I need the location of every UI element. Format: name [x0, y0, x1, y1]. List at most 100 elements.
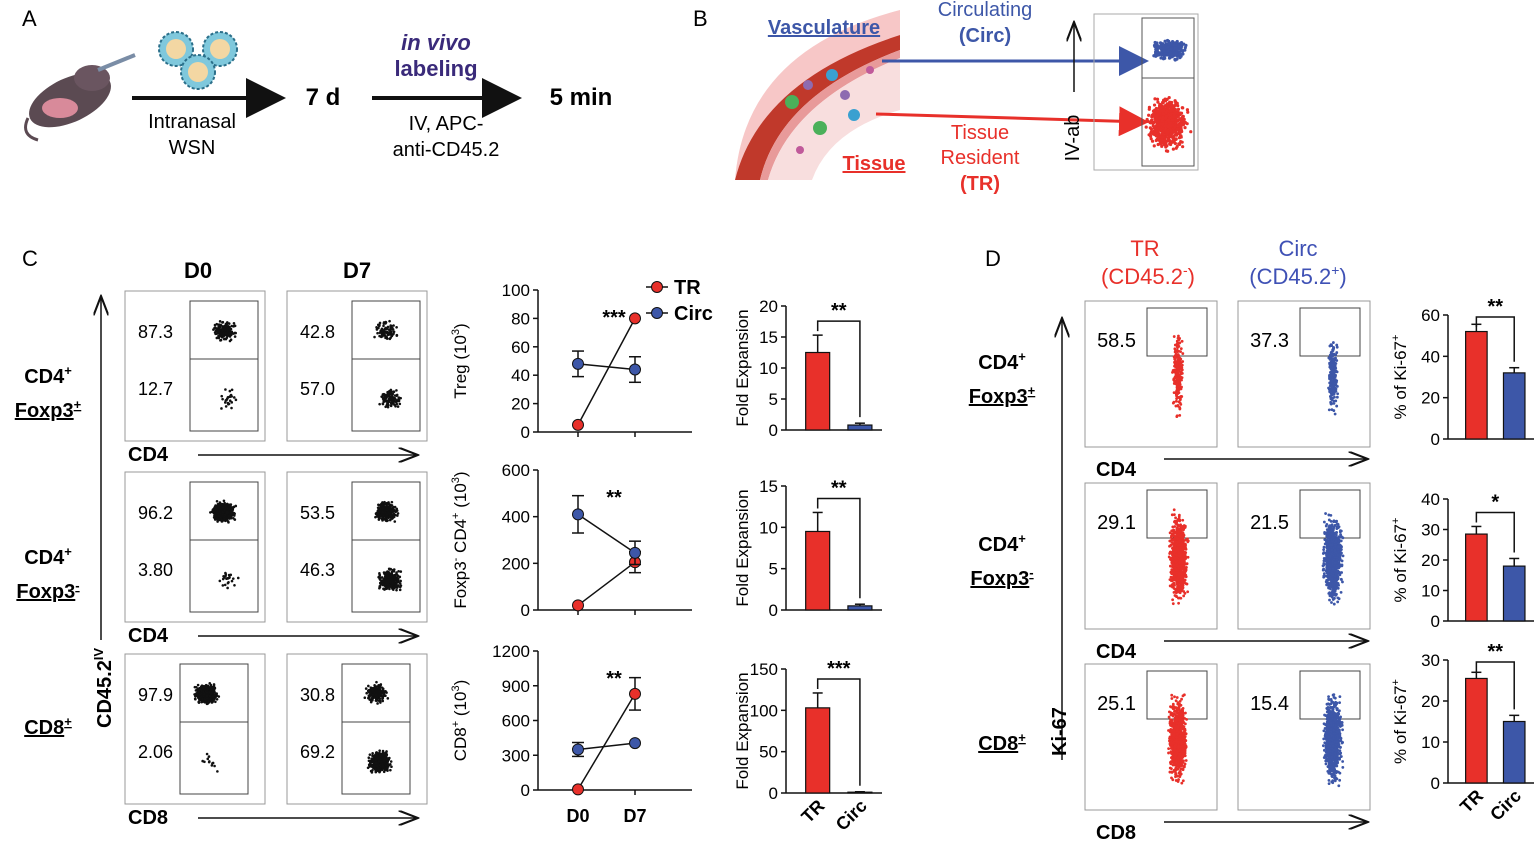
- x-tick-label: TR: [797, 796, 828, 827]
- chart-ki67-treg: 0 20 40 60 ** % of Ki-67+: [1390, 296, 1534, 449]
- bar-tr: [805, 351, 831, 431]
- vessel-illustration: [735, 10, 900, 180]
- d-row-1: CD4+ Foxp3+ 58.5 37.3 CD4: [969, 300, 1371, 481]
- c-dots-top: [373, 319, 399, 341]
- bar-tr: [805, 707, 831, 794]
- d-row-label: CD8+: [978, 730, 1026, 755]
- chart-ylabel: CD8+ (103): [450, 680, 470, 762]
- significance: **: [831, 300, 847, 322]
- chart-ylabel: % of Ki-67+: [1390, 518, 1410, 603]
- d-tr-title: TR: [1130, 236, 1159, 261]
- c-dots-top: [209, 499, 238, 524]
- y-tick-label: 0: [1431, 774, 1440, 793]
- significance-bracket: [816, 497, 861, 599]
- in-vivo-label: in vivo: [401, 30, 471, 55]
- y-tick-label: 200: [502, 554, 530, 573]
- y-tick-label: 50: [759, 743, 778, 762]
- b-circ-cloud: [1152, 38, 1188, 62]
- col-d0: D0: [184, 258, 212, 283]
- series-line-tr: [577, 693, 636, 790]
- b-flow-frame: [1093, 13, 1199, 171]
- x-tick-label: D7: [623, 806, 646, 826]
- chart-ylabel: % of Ki-67+: [1390, 335, 1410, 420]
- d-row-label: CD4+: [978, 349, 1026, 374]
- y-tick-label: 0: [521, 601, 530, 620]
- d-flow-frame-circ: [1237, 300, 1371, 448]
- bar-circ: [1502, 565, 1526, 622]
- d-flow-frame-tr: [1084, 300, 1218, 448]
- b-gate-tr: [1141, 77, 1195, 167]
- point-circ: [629, 363, 641, 376]
- significance-bracket: [816, 678, 861, 786]
- y-tick-label: 20: [1421, 692, 1440, 711]
- bar-tr: [1465, 677, 1488, 784]
- c-flow-frame-d0: [124, 653, 266, 805]
- circ-abbrev: (Circ): [959, 25, 1011, 47]
- mouse-icon: [24, 53, 136, 142]
- chart-ylabel: Fold Expansion: [733, 309, 752, 426]
- d-tr-subtitle: (CD45.2-): [1101, 262, 1195, 289]
- y-tick-label: 30: [1421, 651, 1440, 670]
- chart-foxp3neg-fold: 0 5 10 15 ** Fold Expansion: [733, 477, 882, 620]
- tissue-label: Tissue: [843, 153, 906, 175]
- y-tick-label: 0: [521, 781, 530, 800]
- c-gate-value-top: 96.2: [138, 503, 173, 523]
- c-gate-value-top: 87.3: [138, 322, 173, 342]
- time-5min: 5 min: [550, 84, 613, 111]
- y-tick-label: 10: [759, 518, 778, 537]
- d-xaxis-label: CD8: [1096, 822, 1136, 844]
- iv-ab-axis-label: IV-ab: [1062, 115, 1084, 162]
- bar-tr: [805, 530, 831, 611]
- y-tick-label: 5: [769, 560, 778, 579]
- d-row-label-2: Foxp3+: [969, 383, 1036, 408]
- b-tr-cloud: [1144, 95, 1193, 153]
- point-tr: [572, 418, 584, 431]
- c-gate-value-bottom: 46.3: [300, 560, 335, 580]
- panel-letter-d: D: [985, 246, 1001, 271]
- anti-cd45-label: anti-CD45.2: [393, 139, 500, 161]
- d-xaxis-label: CD4: [1096, 459, 1137, 481]
- d-dots-circ: [1327, 341, 1340, 416]
- d-gate-value: 21.5: [1250, 512, 1289, 534]
- c-gate-bottom: [189, 539, 259, 613]
- y-tick-label: 600: [502, 461, 530, 480]
- point-tr: [572, 783, 584, 796]
- d-gate-value: 58.5: [1097, 330, 1136, 352]
- d-circ-title: Circ: [1278, 236, 1317, 261]
- chart-ylabel: Fold Expansion: [733, 489, 752, 606]
- d-row-3: CD8+ 25.1 15.4 CD8: [978, 663, 1371, 844]
- panel-letter-a: A: [22, 6, 37, 31]
- point-circ: [629, 546, 641, 559]
- significance: **: [1488, 296, 1504, 318]
- legend-label-circ: Circ: [674, 303, 713, 325]
- chart-cd8-line: 0 300 600 900 1200 D0 D7 ** CD8+ (103): [450, 642, 692, 826]
- bar-tr: [1465, 533, 1488, 622]
- c-flow-frame-d0: [124, 471, 266, 623]
- d-row-label-2: Foxp3-: [970, 565, 1033, 590]
- series-line-circ: [577, 742, 636, 751]
- y-tick-label: 40: [1421, 490, 1440, 509]
- y-tick-label: 600: [502, 712, 530, 731]
- c-xaxis-label: CD8: [128, 807, 168, 829]
- chart-ylabel: Foxp3- CD4+ (103): [450, 471, 470, 608]
- c-dots-top: [212, 320, 238, 343]
- d-yaxis-label: Ki-67: [1049, 707, 1071, 756]
- series-line-circ: [577, 513, 636, 554]
- x-tick-label: Circ: [1486, 786, 1525, 825]
- point-tr: [629, 312, 641, 325]
- d-dots-tr: [1167, 508, 1190, 606]
- b-tr-dots: [1144, 95, 1193, 153]
- y-tick-label: 100: [502, 281, 530, 300]
- y-tick-label: 0: [769, 601, 778, 620]
- wsn-label: WSN: [169, 137, 216, 159]
- c-gate-value-top: 97.9: [138, 685, 173, 705]
- x-tick-label: Circ: [832, 796, 871, 835]
- chart-treg-fold: 0 5 10 15 20 ** Fold Expansion: [733, 297, 882, 440]
- d-xaxis-label: CD4: [1096, 641, 1137, 663]
- c-dots-bottom: [378, 388, 402, 409]
- significance: ***: [827, 658, 851, 680]
- y-tick-label: 0: [521, 423, 530, 442]
- c-gate-bottom: [351, 358, 421, 432]
